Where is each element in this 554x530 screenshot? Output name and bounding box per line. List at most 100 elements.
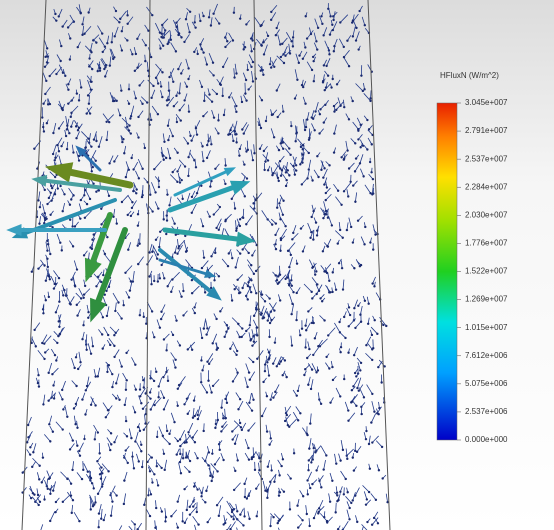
vector-head: [32, 492, 34, 494]
vector-head: [268, 351, 270, 353]
vector-head: [284, 359, 286, 361]
vector-head: [357, 305, 359, 307]
vector-head: [178, 384, 180, 386]
vector-head: [241, 429, 243, 431]
vector-head: [216, 93, 218, 95]
vector-head: [343, 56, 345, 58]
vector-head: [207, 464, 209, 466]
vector-head: [328, 53, 330, 55]
vector-head: [357, 138, 359, 140]
vector-head: [41, 481, 43, 483]
vector-head: [284, 420, 286, 422]
vector-head: [47, 488, 49, 490]
vector-head: [250, 291, 252, 293]
vector-head: [80, 297, 82, 299]
vector-head: [206, 63, 208, 65]
vector-head: [215, 318, 217, 320]
tick-label: 2.791e+007: [465, 126, 508, 135]
vector-head: [297, 390, 299, 392]
vector-head: [151, 481, 153, 483]
vector-head: [371, 282, 373, 284]
vector-head: [140, 402, 142, 404]
vector-head: [314, 451, 316, 453]
vector-head: [106, 42, 108, 44]
vector-head: [262, 381, 264, 383]
vector-head: [77, 129, 79, 131]
vector-head: [323, 121, 325, 123]
tick-label: 2.537e+006: [465, 407, 508, 416]
vector-head: [122, 138, 124, 140]
vector-head: [285, 185, 287, 187]
vector-head: [63, 193, 65, 195]
vector-head: [179, 453, 181, 455]
vector-head: [46, 122, 48, 124]
vector-head: [54, 157, 56, 159]
vector-head: [67, 102, 69, 104]
vector-head: [144, 147, 146, 149]
vector-head: [38, 385, 40, 387]
vector-head: [352, 19, 354, 21]
vector-head: [170, 39, 172, 41]
vector-head: [128, 129, 130, 131]
vector-head: [183, 403, 185, 405]
vector-head: [140, 444, 142, 446]
vector-head: [166, 43, 168, 45]
vector-head: [335, 462, 337, 464]
vector-head: [311, 116, 313, 118]
vector-head: [210, 24, 212, 26]
vector-head: [177, 68, 179, 70]
vector-head: [250, 50, 252, 52]
vector-head: [136, 188, 138, 190]
vector-head: [226, 402, 228, 404]
vector-head: [231, 198, 233, 200]
vector-head: [129, 289, 131, 291]
vector-head: [269, 481, 271, 483]
vector-head: [294, 97, 296, 99]
vector-head: [90, 51, 92, 53]
vector-head: [370, 171, 372, 173]
vector-head: [274, 234, 276, 236]
vector-head: [46, 258, 48, 260]
vector-head: [320, 15, 322, 17]
vector-head: [37, 267, 39, 269]
vector-head: [159, 47, 161, 49]
vector-head: [250, 37, 252, 39]
vector-head: [219, 449, 221, 451]
vector-head: [167, 139, 169, 141]
vector-head: [277, 177, 279, 179]
vector-head: [210, 255, 212, 257]
vector-head: [347, 325, 349, 327]
vector-head: [58, 15, 60, 17]
vector-head: [247, 281, 249, 283]
vector-head: [348, 65, 350, 67]
vector-head: [355, 157, 357, 159]
vector-head: [359, 162, 361, 164]
vector-head: [92, 166, 94, 168]
vector-head: [56, 144, 58, 146]
vector-head: [239, 422, 241, 424]
vector-head: [239, 218, 241, 220]
vector-head: [295, 169, 297, 171]
vector-head: [113, 56, 115, 58]
vector-head: [58, 301, 60, 303]
vector: [297, 311, 298, 320]
vector-head: [137, 136, 139, 138]
vector-head: [108, 162, 110, 164]
vector-head: [192, 417, 194, 419]
vector-head: [321, 300, 323, 302]
vector-head: [366, 521, 368, 523]
vector-head: [212, 74, 214, 76]
vector-head: [42, 103, 44, 105]
vector-head: [362, 175, 364, 177]
vector-head: [338, 321, 340, 323]
vector-head: [363, 243, 365, 245]
vector-head: [119, 114, 121, 116]
vector-head: [92, 345, 94, 347]
vector-head: [339, 395, 341, 397]
vector-head: [271, 114, 273, 116]
vector-head: [297, 419, 299, 421]
vector-head: [191, 292, 193, 294]
vector-head: [90, 81, 92, 83]
vector-head: [174, 366, 176, 368]
vector-head: [253, 152, 255, 154]
